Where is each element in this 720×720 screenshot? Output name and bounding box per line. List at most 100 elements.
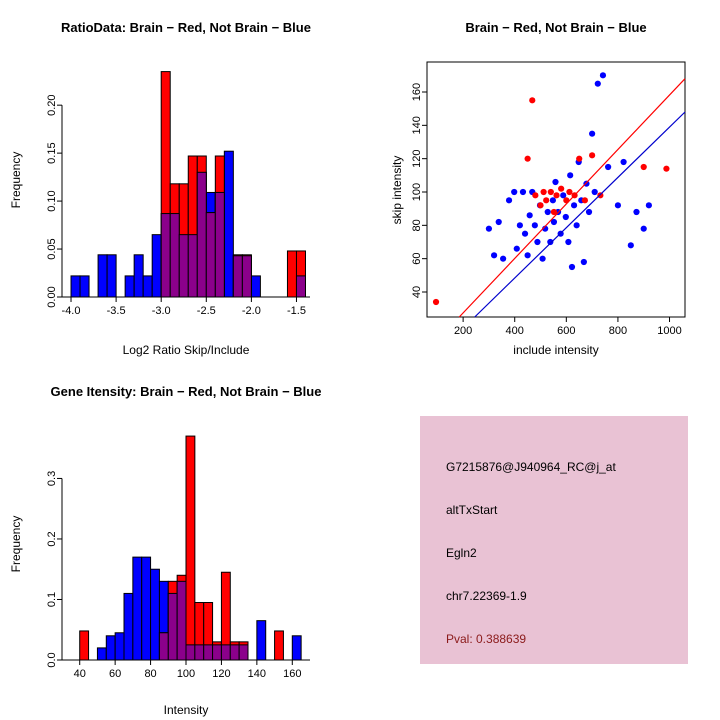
- y-tick-label: 0.15: [46, 142, 58, 163]
- ratio-hist-xlabel: Log2 Ratio Skip/Include: [122, 343, 250, 357]
- scatter-point: [516, 222, 523, 229]
- y-tick-label: 0.20: [46, 94, 58, 115]
- probe-id-text: G7215876@J940964_RC@j_at: [446, 460, 616, 474]
- histogram-overlap-bar: [205, 212, 216, 298]
- x-tick-label: 800: [609, 325, 627, 337]
- scatter-point: [544, 208, 551, 216]
- histogram-overlap-bar: [178, 234, 189, 298]
- scatter-point: [549, 197, 557, 204]
- scatter-point: [524, 252, 531, 259]
- histogram-bar: [150, 568, 160, 661]
- y-tick-label: 80: [411, 219, 423, 231]
- histogram-bar: [286, 250, 297, 298]
- scatter-point: [620, 158, 627, 166]
- y-tick-label: 140: [411, 116, 423, 134]
- gene-hist-xlabel: Intensity: [163, 703, 209, 717]
- scatter-point: [505, 197, 513, 204]
- histogram-bar: [142, 275, 153, 298]
- scatter-point: [581, 197, 588, 204]
- scatter-point: [485, 225, 493, 232]
- gene-name-text: Egln2: [446, 546, 477, 560]
- scatter-point: [605, 163, 612, 171]
- histogram-bar: [123, 592, 134, 661]
- scatter-point: [566, 188, 573, 196]
- scatter-point: [537, 202, 544, 209]
- histogram-bar: [291, 635, 302, 661]
- histogram-overlap-bar: [238, 644, 249, 661]
- histogram-overlap-bar: [229, 644, 240, 661]
- histogram-bar: [105, 635, 116, 661]
- gene-info-box: G7215876@J940964_RC@j_at altTxStart Egln…: [420, 416, 688, 664]
- scatter-ylabel: skip intensity: [390, 155, 404, 225]
- y-tick-label: 160: [411, 83, 423, 101]
- scatter-point: [562, 213, 569, 221]
- notbrain-fit-line: [474, 111, 686, 318]
- y-tick-label: 60: [411, 253, 423, 265]
- x-tick-label: 400: [506, 325, 524, 337]
- x-tick-label: 120: [212, 668, 230, 680]
- histogram-bar: [70, 275, 81, 298]
- scatter-point: [589, 130, 596, 137]
- scatter-point: [534, 238, 541, 246]
- histogram-bar: [141, 556, 152, 661]
- gene-hist-ylabel: Frequency: [9, 515, 23, 573]
- scatter-point: [519, 188, 527, 196]
- y-tick-label: 40: [411, 286, 423, 298]
- x-tick-label: -2.0: [242, 305, 261, 317]
- scatter-title: Brain − Red, Not Brain − Blue: [465, 20, 647, 35]
- scatter-point: [553, 192, 560, 199]
- histogram-overlap-bar: [194, 644, 205, 661]
- scatter-point: [570, 202, 578, 209]
- x-tick-label: -2.5: [197, 305, 216, 317]
- scatter-point: [543, 197, 550, 204]
- histogram-overlap-bar: [176, 580, 187, 661]
- x-tick-label: 600: [557, 325, 575, 337]
- scatter-point: [580, 258, 587, 266]
- scatter-point: [614, 202, 622, 209]
- scatter-point: [645, 202, 652, 209]
- scatter-point: [591, 188, 598, 196]
- scatter-point: [547, 188, 554, 196]
- histogram-bar: [250, 275, 261, 298]
- y-tick-label: 0.05: [46, 238, 58, 259]
- scatter-point: [567, 172, 574, 179]
- x-tick-label: 1000: [657, 325, 681, 337]
- scatter-point: [640, 163, 647, 171]
- y-tick-label: 120: [411, 149, 423, 167]
- scatter-point: [547, 238, 554, 246]
- histogram-bar: [132, 556, 143, 661]
- scatter-point: [521, 230, 529, 237]
- scatter-point: [663, 165, 670, 172]
- scatter-point: [565, 238, 572, 246]
- x-tick-label: 60: [109, 668, 121, 680]
- x-tick-label: 160: [283, 668, 301, 680]
- histogram-bar: [256, 620, 267, 661]
- scatter-point: [599, 72, 607, 79]
- scatter-point: [540, 188, 547, 196]
- scatter-point: [589, 152, 596, 159]
- x-tick-label: -3.5: [107, 305, 126, 317]
- histogram-bar: [106, 254, 117, 298]
- histogram-overlap-bar: [241, 255, 252, 298]
- histogram-bar: [114, 632, 125, 661]
- scatter-point: [576, 155, 583, 162]
- ratio-hist-title: RatioData: Brain − Red, Not Brain − Blue: [61, 20, 311, 35]
- y-tick-label: 0.1: [46, 592, 58, 607]
- histogram-bar: [274, 630, 284, 661]
- scatter-point: [531, 222, 538, 229]
- x-tick-label: 100: [177, 668, 195, 680]
- histogram-bar: [223, 150, 234, 298]
- histogram-overlap-bar: [169, 213, 180, 298]
- ratio-hist-ylabel: Frequency: [9, 151, 23, 209]
- histogram-bar: [79, 630, 90, 661]
- scatter-point: [511, 188, 518, 196]
- histogram-overlap-bar: [220, 644, 231, 661]
- histogram-overlap-bar: [232, 255, 243, 298]
- scatter-xlabel: include intensity: [513, 343, 599, 357]
- gene-hist-title: Gene Itensity: Brain − Red, Not Brain − …: [50, 384, 322, 399]
- plot-frame: [426, 61, 686, 318]
- scatter-point: [526, 212, 533, 219]
- histogram-bar: [79, 275, 90, 298]
